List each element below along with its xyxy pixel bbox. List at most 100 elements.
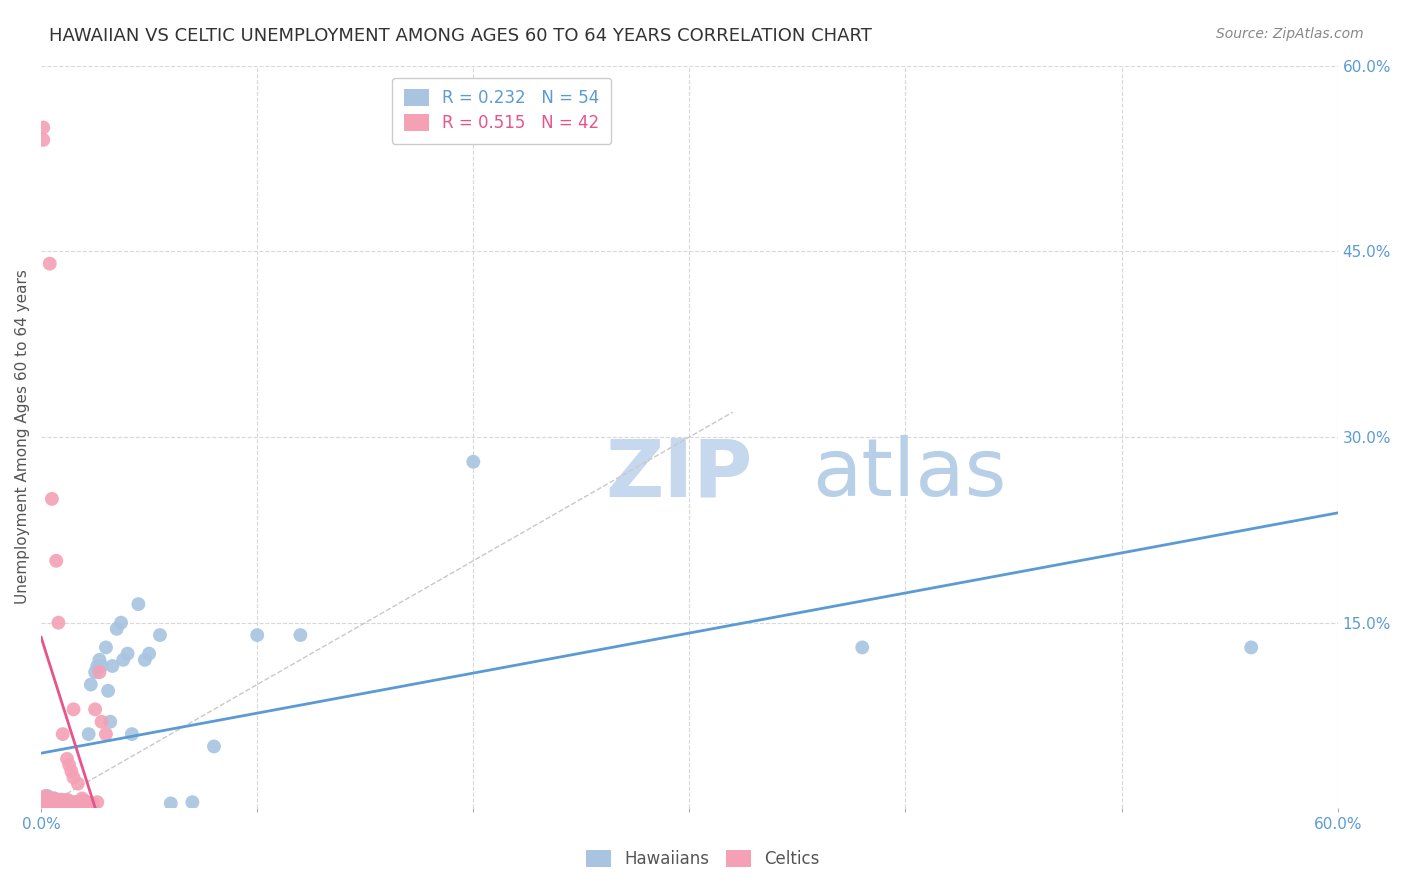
Point	[121, 727, 143, 741]
Point	[70, 791, 93, 805]
Point	[58, 795, 80, 809]
Point	[94, 640, 117, 655]
Point	[45, 795, 67, 809]
Point	[463, 455, 485, 469]
Point	[84, 665, 107, 680]
Point	[49, 793, 72, 807]
Point	[66, 797, 89, 811]
Point	[1240, 640, 1263, 655]
Text: HAWAIIAN VS CELTIC UNEMPLOYMENT AMONG AGES 60 TO 64 YEARS CORRELATION CHART: HAWAIIAN VS CELTIC UNEMPLOYMENT AMONG AG…	[49, 27, 872, 45]
Point	[58, 794, 80, 808]
Point	[66, 776, 89, 790]
Point	[117, 647, 139, 661]
Point	[62, 702, 84, 716]
Point	[56, 795, 79, 809]
Point	[97, 683, 120, 698]
Point	[62, 797, 84, 811]
Point	[851, 640, 873, 655]
Point	[80, 677, 103, 691]
Point	[86, 795, 108, 809]
Point	[49, 795, 72, 809]
Point	[37, 794, 59, 808]
Point	[65, 795, 87, 809]
Text: Source: ZipAtlas.com: Source: ZipAtlas.com	[1216, 27, 1364, 41]
Point	[34, 789, 56, 803]
Point	[32, 133, 55, 147]
Point	[41, 797, 63, 811]
Point	[32, 795, 55, 809]
Text: ZIP: ZIP	[605, 435, 752, 513]
Point	[112, 653, 135, 667]
Point	[38, 257, 60, 271]
Point	[45, 554, 67, 568]
Point	[90, 659, 112, 673]
Point	[53, 797, 76, 811]
Point	[77, 797, 100, 811]
Point	[34, 795, 56, 809]
Point	[86, 659, 108, 673]
Point	[105, 622, 128, 636]
Point	[37, 794, 59, 808]
Point	[41, 491, 63, 506]
Point	[65, 795, 87, 809]
Point	[48, 795, 70, 809]
Point	[246, 628, 269, 642]
Point	[41, 797, 63, 811]
Y-axis label: Unemployment Among Ages 60 to 64 years: Unemployment Among Ages 60 to 64 years	[15, 269, 30, 605]
Point	[52, 795, 75, 809]
Point	[89, 665, 111, 680]
Point	[42, 795, 65, 809]
Point	[101, 659, 124, 673]
Point	[82, 797, 104, 811]
Point	[32, 120, 55, 135]
Point	[62, 771, 84, 785]
Point	[58, 758, 80, 772]
Point	[42, 791, 65, 805]
Point	[37, 791, 59, 805]
Point	[76, 795, 98, 809]
Point	[52, 795, 75, 809]
Point	[73, 795, 96, 809]
Point	[134, 653, 156, 667]
Point	[38, 795, 60, 809]
Point	[290, 628, 312, 642]
Point	[52, 793, 75, 807]
Point	[45, 797, 67, 811]
Point	[159, 797, 181, 811]
Text: atlas: atlas	[813, 435, 1007, 513]
Legend: Hawaiians, Celtics: Hawaiians, Celtics	[579, 843, 827, 875]
Point	[48, 795, 70, 809]
Point	[56, 752, 79, 766]
Point	[73, 794, 96, 808]
Point	[53, 795, 76, 809]
Point	[42, 795, 65, 809]
Point	[38, 791, 60, 805]
Point	[34, 791, 56, 805]
Point	[37, 789, 59, 803]
Point	[98, 714, 121, 729]
Point	[149, 628, 172, 642]
Point	[60, 764, 83, 779]
Point	[84, 702, 107, 716]
Point	[89, 653, 111, 667]
Point	[77, 727, 100, 741]
Point	[34, 795, 56, 809]
Point	[138, 647, 160, 661]
Point	[42, 791, 65, 805]
Point	[127, 597, 149, 611]
Point	[48, 615, 70, 630]
Point	[52, 727, 75, 741]
Point	[69, 795, 91, 809]
Point	[80, 797, 103, 812]
Point	[110, 615, 132, 630]
Point	[49, 797, 72, 811]
Point	[48, 793, 70, 807]
Point	[56, 793, 79, 807]
Point	[181, 795, 204, 809]
Point	[38, 795, 60, 809]
Point	[94, 727, 117, 741]
Legend: R = 0.232   N = 54, R = 0.515   N = 42: R = 0.232 N = 54, R = 0.515 N = 42	[392, 78, 610, 144]
Point	[70, 797, 93, 811]
Point	[45, 794, 67, 808]
Point	[90, 714, 112, 729]
